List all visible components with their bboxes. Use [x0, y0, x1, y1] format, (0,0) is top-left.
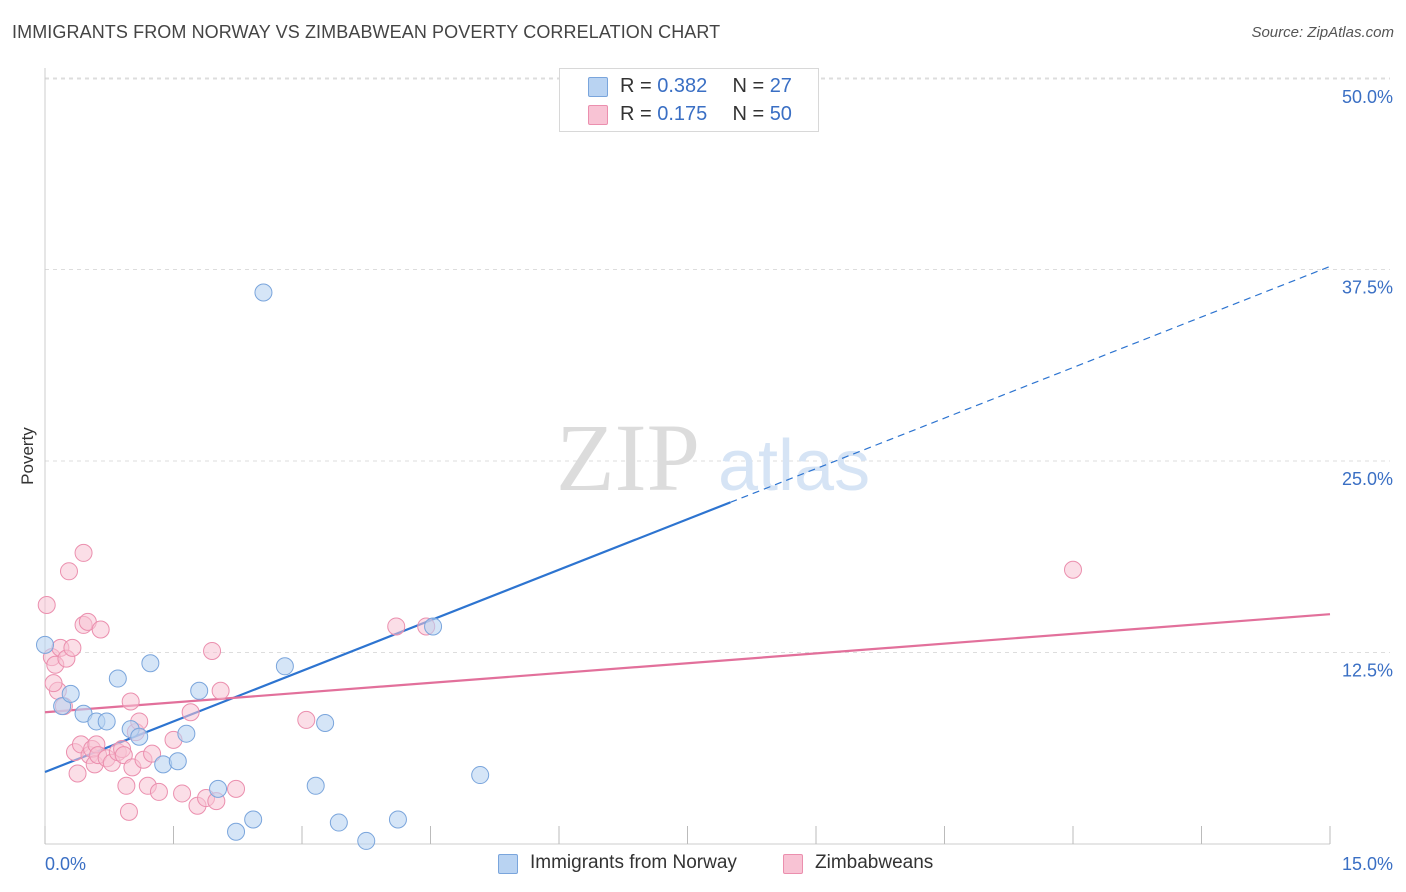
zimbabweans-point [63, 638, 82, 657]
zimbabweans-point [114, 746, 133, 765]
norway-trend-line [44, 501, 731, 774]
points-layer [36, 91, 1082, 850]
chart-title: IMMIGRANTS FROM NORWAY VS ZIMBABWEAN POV… [12, 22, 721, 42]
norway-point [316, 713, 335, 732]
norway-point [36, 635, 54, 654]
trend-layer [44, 265, 1331, 774]
norway-point [357, 831, 376, 850]
watermark-atlas: atlas [718, 426, 870, 506]
norway-point [53, 697, 72, 716]
norway-point [424, 617, 443, 636]
norway-point [244, 810, 263, 829]
series-name-norway: Immigrants from Norway [530, 852, 737, 873]
legend-r-value: 0.175 [657, 103, 708, 125]
tick-label-layer: 12.5% 25.0% 37.5% 50.0% 0.0% 15.0% [45, 87, 1393, 874]
y-tick-label: 25.0% [1342, 469, 1393, 489]
x-tick-label: 15.0% [1342, 854, 1393, 874]
stats-legend: R = 0.382 N = 27 R = 0.175 N = 50 [559, 68, 819, 132]
norway-point [275, 657, 294, 676]
zimbabweans-point [227, 779, 246, 798]
y-tick-label: 50.0% [1342, 87, 1393, 107]
zimbabweans-point [181, 703, 200, 722]
legend-n-value: 27 [769, 75, 792, 97]
legend-n-label: N = [732, 103, 765, 125]
legend-n-value: 50 [769, 103, 792, 125]
norway-point [61, 684, 80, 703]
norway-point [97, 712, 116, 731]
zimbabweans-point [37, 596, 56, 615]
zimbabweans-swatch [588, 105, 608, 125]
norway-swatch [588, 77, 608, 97]
zimbabweans-point [297, 710, 316, 729]
legend-r-label: R = [620, 75, 652, 97]
zimbabweans-point [121, 692, 140, 711]
norway-point [154, 755, 173, 774]
y-tick-label: 37.5% [1342, 278, 1393, 298]
legend-n-label: N = [732, 75, 765, 97]
norway-point [254, 283, 273, 302]
norway-point [168, 752, 187, 771]
zimbabweans-point [143, 744, 162, 763]
norway-point [177, 724, 196, 743]
norway-swatch [498, 854, 518, 874]
legend-r-value: 0.382 [657, 75, 708, 97]
source-label: Source: ZipAtlas.com [1251, 24, 1394, 41]
norway-point [190, 681, 209, 700]
norway-point [388, 810, 407, 829]
zimbabweans-point [211, 681, 230, 700]
zimbabweans-swatch [783, 854, 803, 874]
norway-trend-extension [730, 265, 1331, 503]
zimbabweans-point [1064, 560, 1082, 579]
legend-r-label: R = [620, 103, 652, 125]
series-name-zimbabweans: Zimbabweans [815, 852, 934, 873]
zimbabweans-point [203, 641, 222, 660]
axes-layer [44, 68, 1331, 845]
x-tick-label: 0.0% [45, 854, 86, 874]
grid-layer [45, 77, 1390, 653]
zimbabweans-point [59, 562, 78, 581]
norway-point [227, 822, 246, 841]
norway-point [130, 727, 149, 746]
zimbabweans-point [74, 543, 93, 562]
norway-point [141, 654, 160, 673]
norway-point [471, 766, 490, 785]
watermark-zip: ZIP [556, 404, 700, 511]
norway-point [108, 669, 127, 688]
zimbabweans-point [119, 802, 138, 821]
zimbabweans-point [68, 764, 87, 783]
norway-point [329, 813, 348, 832]
zimbabweans-trend-line [44, 613, 1331, 714]
norway-point [306, 776, 325, 795]
y-tick-label: 12.5% [1342, 661, 1393, 681]
zimbabweans-point [44, 674, 63, 693]
zimbabweans-point [117, 776, 136, 795]
zimbabweans-point [173, 784, 192, 803]
zimbabweans-point [387, 617, 406, 636]
norway-point [209, 779, 228, 798]
zimbabweans-point [91, 620, 110, 639]
zimbabweans-point [149, 782, 168, 801]
